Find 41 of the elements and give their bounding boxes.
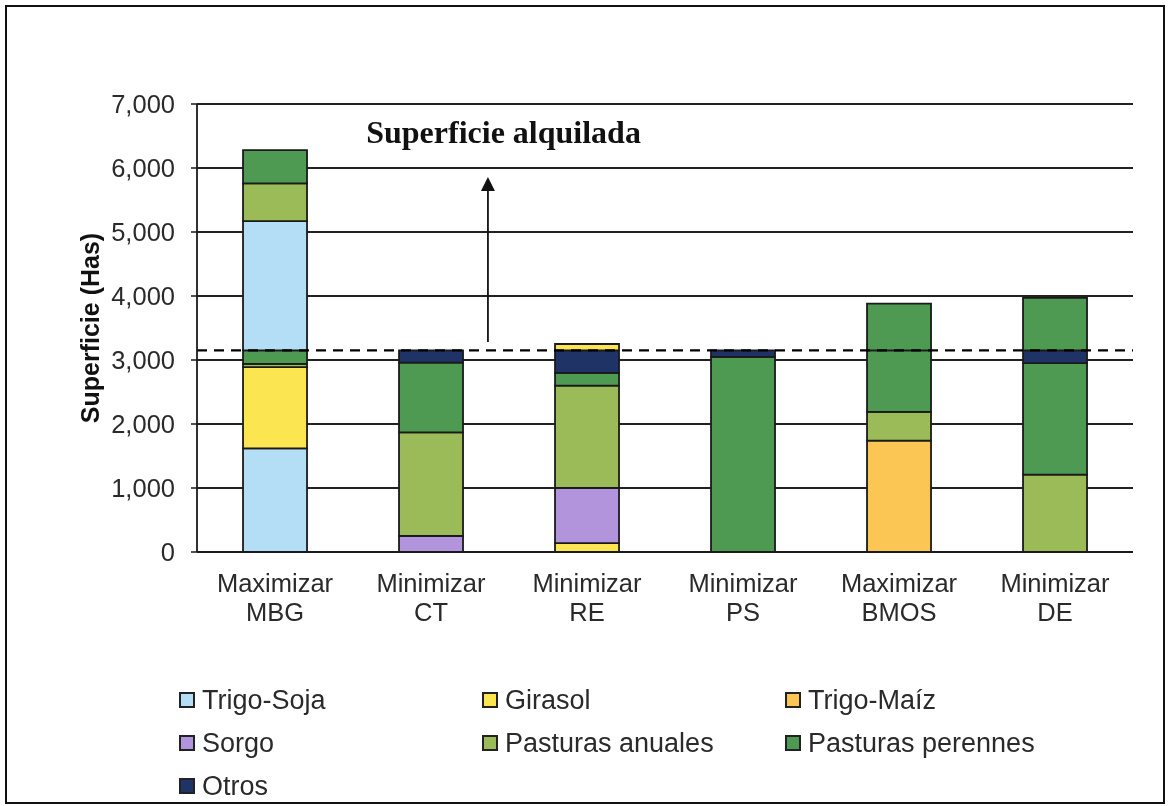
- x-tick-label: Minimizar DE: [1000, 569, 1111, 626]
- bar: [866, 349, 932, 413]
- bar: [866, 302, 932, 352]
- y-tick-label: 4,000: [111, 282, 175, 311]
- bar: [866, 439, 932, 552]
- legend-label: Pasturas anuales: [505, 727, 714, 759]
- y-tick-label: 2,000: [111, 410, 175, 439]
- x-tick-label: Minimizar RE: [532, 569, 643, 626]
- y-tick-label: 3,000: [111, 346, 175, 375]
- legend-label: Girasol: [505, 684, 591, 716]
- y-tick-label: 1,000: [111, 474, 175, 503]
- bar: [242, 366, 308, 450]
- bar: [398, 361, 464, 434]
- bar: [398, 431, 464, 537]
- bar: [242, 182, 308, 223]
- y-tick-label: 6,000: [111, 154, 175, 183]
- annotation: Superficie alquilada: [366, 114, 641, 150]
- bar: [554, 349, 620, 374]
- bar: [1022, 297, 1088, 352]
- legend-label: Trigo-Soja: [202, 684, 326, 716]
- y-axis-title: Superficie (Has): [75, 232, 104, 424]
- x-tick-label: Maximizar BMOS: [840, 569, 958, 626]
- y-tick-label: 0: [160, 538, 175, 567]
- x-tick-label: Minimizar CT: [376, 569, 487, 626]
- bar: [242, 149, 308, 185]
- y-tick-label: 5,000: [111, 218, 175, 247]
- x-tick-label: Maximizar MBG: [216, 569, 334, 626]
- legend-label: Pasturas perennes: [808, 727, 1035, 759]
- bar: [554, 487, 620, 544]
- legend-label: Sorgo: [202, 727, 275, 759]
- legend-label: Otros: [202, 770, 269, 802]
- legend-label: Trigo-Maíz: [808, 684, 937, 716]
- bar: [554, 384, 620, 489]
- bar: [242, 447, 308, 552]
- bar: [1022, 473, 1088, 552]
- y-tick-label: 7,000: [111, 90, 175, 119]
- bar: [242, 220, 308, 352]
- bar: [866, 410, 932, 442]
- x-tick-label: Minimizar PS: [688, 569, 799, 626]
- bar: [1022, 362, 1088, 476]
- bar: [710, 355, 776, 552]
